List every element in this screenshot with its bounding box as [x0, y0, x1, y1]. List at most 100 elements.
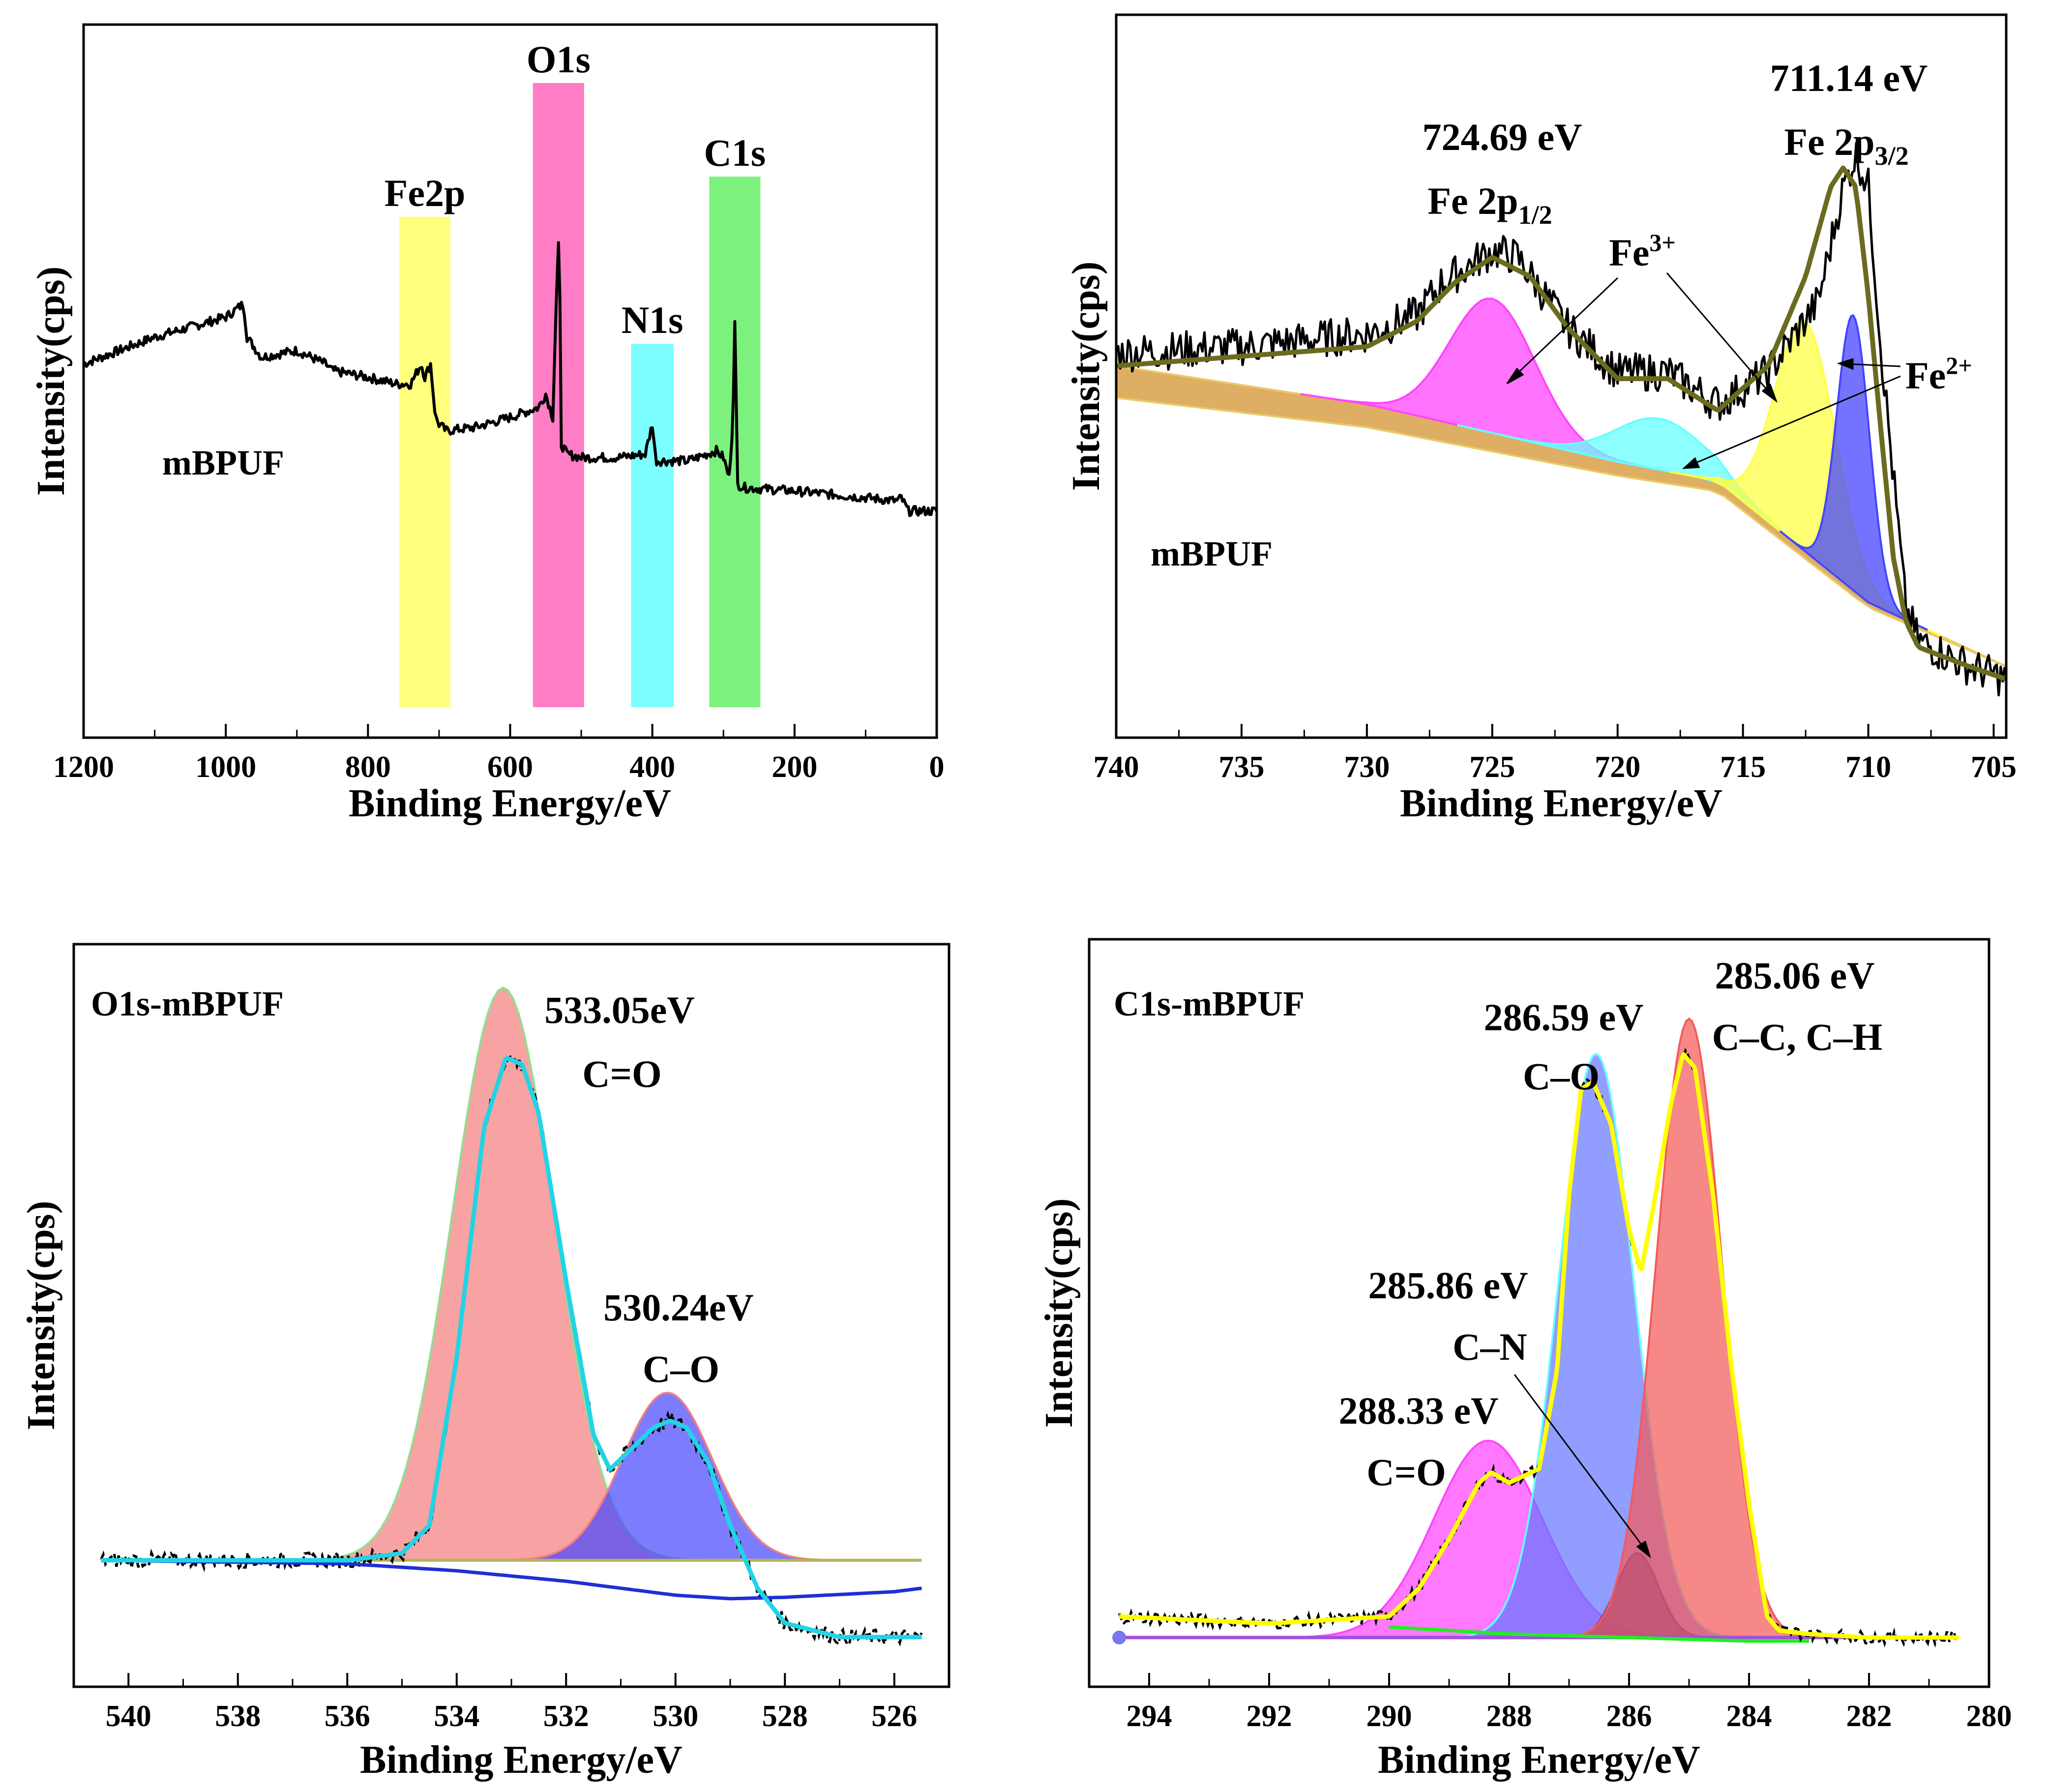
o1s-peak2-bond: C–O [643, 1347, 719, 1390]
fe2-arrow-2 [1691, 375, 1901, 466]
fe2p-peak2-label: Fe 2p3/2 [1784, 120, 1908, 171]
survey-region-c1s [709, 177, 761, 708]
fe3-arrow-2 [1666, 272, 1771, 394]
fe2p-x-tick-label-6: 710 [1845, 750, 1891, 784]
c1s-peak1-bond: C–C, C–H [1712, 1015, 1883, 1058]
survey-series [83, 241, 938, 517]
survey-x-tick-label-4: 400 [629, 750, 675, 784]
o1s-x-tick-label-2: 536 [325, 1700, 370, 1733]
survey-region-n1s [631, 344, 674, 707]
fe2p-x-axis-title: Binding Energy/eV [1400, 782, 1722, 825]
c1s-peak2-bond: C–O [1523, 1055, 1600, 1098]
survey-panel: 1200 1000 800 600 400 200 0 Fe2p O1s N1s C1s Bind… [30, 23, 945, 825]
fe2p-series [1115, 142, 2007, 697]
c1s-peak4-energy: 288.33 eV [1339, 1389, 1499, 1432]
fe3-arrow-1 [1514, 277, 1619, 377]
fe2p-x-tick-label-3: 725 [1469, 750, 1515, 784]
c1s-peak2-energy: 286.59 eV [1484, 996, 1644, 1039]
survey-region-label-0: Fe2p [385, 172, 466, 214]
survey-x-ticks: 1200 1000 800 600 400 200 0 [53, 724, 945, 784]
c1s-x-tick-label-1: 292 [1247, 1700, 1292, 1733]
c1s-peak3-energy: 285.86 eV [1368, 1264, 1528, 1307]
survey-region-fe2p [399, 216, 451, 707]
o1s-x-ticks: 540 538 536 534 532 530 528 526 [106, 1673, 917, 1733]
fe2p-component-3 [1779, 314, 1928, 631]
fe2p-peak1-label: Fe 2p1/2 [1427, 179, 1552, 230]
fe2p-x-tick-label-7: 705 [1971, 750, 2017, 784]
o1s-x-axis-title: Binding Energy/eV [360, 1738, 683, 1782]
c1s-envelope-fit [1118, 1052, 1960, 1640]
survey-region-label-2: N1s [622, 299, 683, 341]
survey-y-axis-title: Intensity(cps) [30, 267, 73, 496]
fe2p-raw-spectrum [1115, 142, 2006, 697]
fe2-arrowhead-2 [1682, 457, 1700, 469]
survey-plot-frame [82, 23, 938, 739]
o1s-x-tick-label-1: 538 [215, 1700, 261, 1733]
c-n-arrow [1514, 1374, 1646, 1550]
fe3-arrowhead-2 [1761, 383, 1778, 403]
survey-x-tick-label-5: 200 [772, 750, 817, 784]
fe3-arrowhead-1 [1506, 367, 1524, 385]
fe2p-sample-label: mBPUF [1151, 534, 1273, 573]
c1s-x-tick-label-7: 280 [1966, 1700, 2012, 1733]
survey-region-label-3: C1s [704, 131, 766, 174]
o1s-peak2-energy: 530.24eV [603, 1286, 753, 1329]
fe2p-x-tick-label-0: 740 [1094, 750, 1139, 784]
c1s-x-tick-label-4: 286 [1606, 1700, 1652, 1733]
survey-spectrum-line [83, 241, 938, 517]
survey-x-tick-label-0: 1200 [53, 750, 114, 784]
fe3-label: Fe3+ [1609, 229, 1676, 274]
fe2p-components [1115, 298, 2007, 667]
c1s-background-line [1389, 1625, 1809, 1643]
c1s-baseline-marker [1112, 1630, 1126, 1644]
fe2-arrow-1 [1846, 363, 1901, 367]
c-n-arrowhead [1636, 1540, 1651, 1559]
fe2p-peak2-energy: 711.14 eV [1770, 57, 1928, 99]
fe2p-x-tick-label-5: 715 [1720, 750, 1766, 784]
o1s-background-line [101, 1558, 922, 1601]
fe2-label: Fe2+ [1905, 352, 1972, 397]
survey-x-axis-title: Binding Energy/eV [349, 782, 671, 825]
c1s-x-tick-label-2: 290 [1366, 1700, 1412, 1733]
c1s-annotation-arrow [1514, 1374, 1651, 1559]
c1s-series [1118, 1047, 1960, 1648]
survey-x-tick-label-3: 600 [487, 750, 533, 784]
c1s-x-axis-title: Binding Energy/eV [1378, 1738, 1700, 1782]
survey-region-o1s [533, 83, 584, 707]
o1s-y-axis-title: Intensity(cps) [20, 1201, 63, 1431]
c1s-sample-label: C1s-mBPUF [1114, 984, 1305, 1023]
o1s-x-tick-label-3: 534 [434, 1700, 479, 1733]
c1s-components [1112, 1017, 1959, 1644]
fe2p-x-ticks: 740 735 730 725 720 715 710 705 [1094, 724, 2017, 784]
c1s-peak3-bond: C–N [1453, 1325, 1527, 1368]
o1s-envelope-fit [101, 1056, 922, 1640]
o1s-peak1-energy: 533.05eV [544, 988, 694, 1031]
c1s-x-ticks: 294 292 290 288 286 284 282 280 [1127, 1673, 2012, 1733]
c1s-panel: 294 292 290 288 286 284 282 280 Binding Energy/… [1038, 938, 2012, 1782]
c1s-peak4-bond: C=O [1366, 1451, 1446, 1493]
o1s-x-tick-label-4: 532 [543, 1700, 589, 1733]
fe2p-x-tick-label-1: 735 [1218, 750, 1264, 784]
o1s-components [103, 986, 922, 1562]
survey-x-tick-label-6: 0 [929, 750, 945, 784]
c1s-peak1-energy: 285.06 eV [1715, 954, 1875, 997]
c1s-x-tick-label-6: 282 [1846, 1700, 1892, 1733]
o1s-sample-label: O1s-mBPUF [91, 984, 284, 1023]
o1s-peak1-bond: C=O [582, 1052, 661, 1095]
survey-x-tick-label-1: 1000 [195, 750, 256, 784]
fe2p-annotation-arrows [1506, 272, 1901, 469]
survey-regions [399, 83, 761, 708]
c1s-x-tick-label-0: 294 [1127, 1700, 1172, 1733]
fe2p-x-tick-label-2: 730 [1344, 750, 1390, 784]
o1s-x-tick-label-6: 528 [762, 1700, 808, 1733]
o1s-panel: 540 538 536 534 532 530 528 526 Binding Energy/… [20, 943, 950, 1782]
fe2p-plot-frame [1115, 13, 2008, 739]
c1s-x-tick-label-5: 284 [1726, 1700, 1772, 1733]
o1s-series [100, 1055, 923, 1648]
survey-sample-label: mBPUF [162, 443, 284, 482]
fe2p-peak1-energy: 724.69 eV [1423, 116, 1582, 158]
c1s-y-axis-title: Intensity(cps) [1038, 1198, 1081, 1428]
o1s-x-tick-label-5: 530 [653, 1700, 698, 1733]
fe2p-y-axis-title: Intensity(cps) [1065, 262, 1108, 491]
